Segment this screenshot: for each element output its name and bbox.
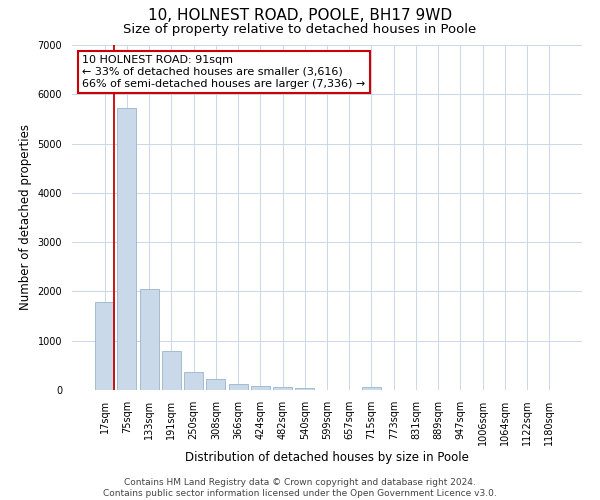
- Text: 10 HOLNEST ROAD: 91sqm
← 33% of detached houses are smaller (3,616)
66% of semi-: 10 HOLNEST ROAD: 91sqm ← 33% of detached…: [82, 56, 365, 88]
- Bar: [140, 289, 158, 390]
- Bar: [95, 302, 114, 390]
- Bar: [184, 372, 203, 390]
- Bar: [273, 387, 292, 390]
- Bar: [162, 350, 181, 390]
- Y-axis label: Number of detached properties: Number of detached properties: [19, 124, 32, 310]
- Text: 10, HOLNEST ROAD, POOLE, BH17 9WD: 10, HOLNEST ROAD, POOLE, BH17 9WD: [148, 8, 452, 22]
- Bar: [295, 388, 314, 390]
- Bar: [229, 384, 248, 390]
- Bar: [118, 108, 136, 390]
- Bar: [362, 387, 381, 390]
- Bar: [251, 386, 270, 390]
- Bar: [206, 378, 225, 390]
- Text: Contains HM Land Registry data © Crown copyright and database right 2024.
Contai: Contains HM Land Registry data © Crown c…: [103, 478, 497, 498]
- X-axis label: Distribution of detached houses by size in Poole: Distribution of detached houses by size …: [185, 451, 469, 464]
- Text: Size of property relative to detached houses in Poole: Size of property relative to detached ho…: [124, 22, 476, 36]
